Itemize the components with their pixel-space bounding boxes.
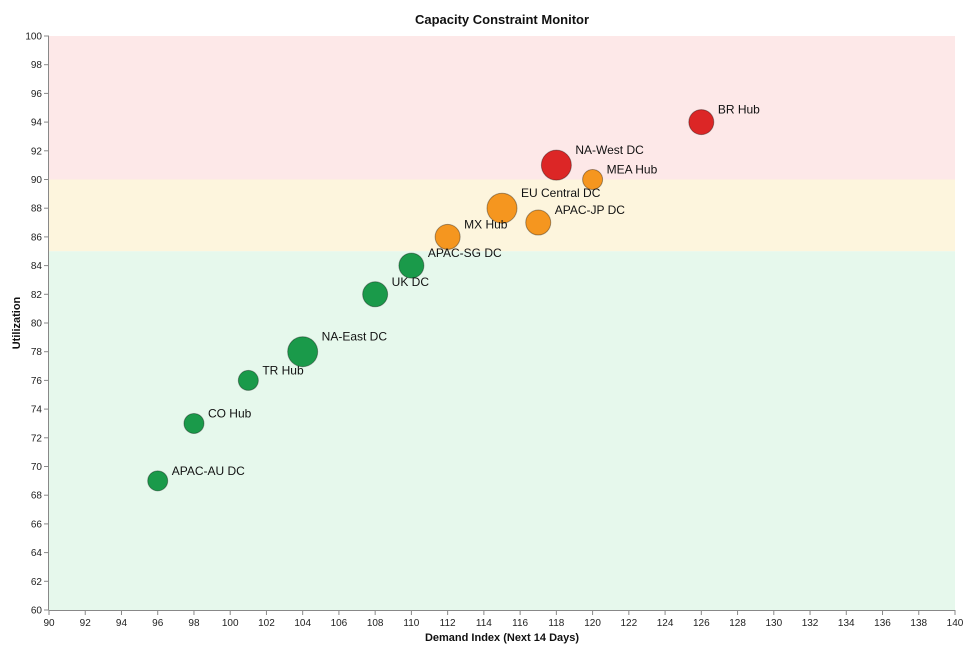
- x-tick-label: 134: [838, 618, 855, 629]
- point-label: NA-East DC: [322, 330, 388, 344]
- point-label: TR Hub: [262, 363, 304, 377]
- y-tick-label: 60: [31, 606, 43, 617]
- point-label: MX Hub: [464, 217, 508, 231]
- data-point[interactable]: [183, 412, 205, 434]
- point-label: BR Hub: [718, 103, 760, 117]
- y-tick-label: 98: [31, 60, 43, 71]
- chart-title: Capacity Constraint Monitor: [415, 12, 589, 27]
- x-axis-title: Demand Index (Next 14 Days): [425, 632, 579, 644]
- y-tick-label: 64: [31, 548, 43, 559]
- data-point[interactable]: [398, 252, 425, 279]
- y-tick-label: 96: [31, 89, 43, 100]
- x-tick-label: 114: [476, 618, 492, 629]
- y-tick-label: 100: [25, 32, 42, 43]
- y-tick-label: 66: [31, 519, 43, 530]
- y-tick-label: 84: [31, 261, 43, 272]
- x-tick-label: 92: [80, 618, 92, 629]
- data-point[interactable]: [525, 209, 552, 236]
- x-tick-label: 108: [367, 618, 384, 629]
- y-tick-label: 74: [31, 405, 43, 416]
- x-tick-label: 120: [584, 618, 601, 629]
- data-points: [147, 109, 715, 492]
- x-tick-label: 132: [802, 618, 819, 629]
- x-tick-label: 122: [620, 618, 637, 629]
- data-point[interactable]: [287, 336, 319, 368]
- point-label: APAC-AU DC: [172, 464, 245, 478]
- y-tick-label: 62: [31, 577, 43, 588]
- x-tick-label: 130: [765, 618, 782, 629]
- y-tick-label: 82: [31, 290, 43, 301]
- y-tick-label: 88: [31, 204, 43, 215]
- x-axis-ticks: 90 92 94 96 98 100 102 104 106 108 110 112 114 116 118…: [43, 610, 964, 629]
- y-tick-label: 90: [31, 175, 43, 186]
- x-tick-label: 104: [294, 618, 311, 629]
- x-tick-label: 140: [947, 618, 964, 629]
- point-label: CO Hub: [208, 406, 252, 420]
- band-0: [49, 36, 955, 180]
- y-tick-label: 70: [31, 462, 43, 473]
- y-tick-label: 86: [31, 232, 43, 243]
- y-tick-label: 80: [31, 319, 43, 330]
- x-tick-label: 118: [548, 618, 564, 629]
- x-tick-label: 136: [874, 618, 891, 629]
- point-labels: APAC-AU DC CO Hub TR Hub NA-East DC UK DC APA…: [172, 103, 760, 478]
- point-label: APAC-JP DC: [555, 203, 626, 217]
- data-point[interactable]: [486, 192, 518, 224]
- data-point[interactable]: [434, 223, 461, 250]
- x-tick-label: 94: [116, 618, 128, 629]
- data-point[interactable]: [237, 369, 259, 391]
- x-tick-label: 98: [188, 618, 200, 629]
- data-point[interactable]: [147, 470, 169, 492]
- y-tick-label: 68: [31, 491, 43, 502]
- y-tick-label: 72: [31, 433, 43, 444]
- y-tick-label: 78: [31, 347, 43, 358]
- x-tick-label: 106: [331, 618, 348, 629]
- x-tick-label: 112: [440, 618, 456, 629]
- x-tick-label: 124: [657, 618, 674, 629]
- x-tick-label: 100: [222, 618, 239, 629]
- x-tick-label: 110: [403, 618, 419, 629]
- x-tick-label: 126: [693, 618, 710, 629]
- point-label: APAC-SG DC: [428, 246, 502, 260]
- point-label: UK DC: [392, 275, 430, 289]
- point-label: NA-West DC: [575, 143, 644, 157]
- y-tick-label: 92: [31, 146, 43, 157]
- point-label: EU Central DC: [521, 186, 601, 200]
- y-tick-label: 94: [31, 118, 43, 129]
- y-axis-ticks: 60 62 64 66 68 70 72 74 76 78 80 82 84 86 88 90 92 94 96 98…: [25, 32, 49, 617]
- point-label: MEA Hub: [607, 163, 658, 177]
- data-point[interactable]: [688, 109, 715, 136]
- x-tick-label: 116: [512, 618, 528, 629]
- x-tick-label: 90: [43, 618, 55, 629]
- y-tick-label: 76: [31, 376, 43, 387]
- x-tick-label: 96: [152, 618, 164, 629]
- x-tick-label: 102: [258, 618, 275, 629]
- threshold-bands: [49, 36, 955, 610]
- data-point[interactable]: [362, 281, 389, 308]
- data-point[interactable]: [582, 169, 604, 190]
- y-axis-title: Utilization: [11, 296, 23, 349]
- band-2: [49, 251, 955, 610]
- x-tick-label: 138: [910, 618, 927, 629]
- x-tick-label: 128: [729, 618, 746, 629]
- data-point[interactable]: [540, 149, 572, 181]
